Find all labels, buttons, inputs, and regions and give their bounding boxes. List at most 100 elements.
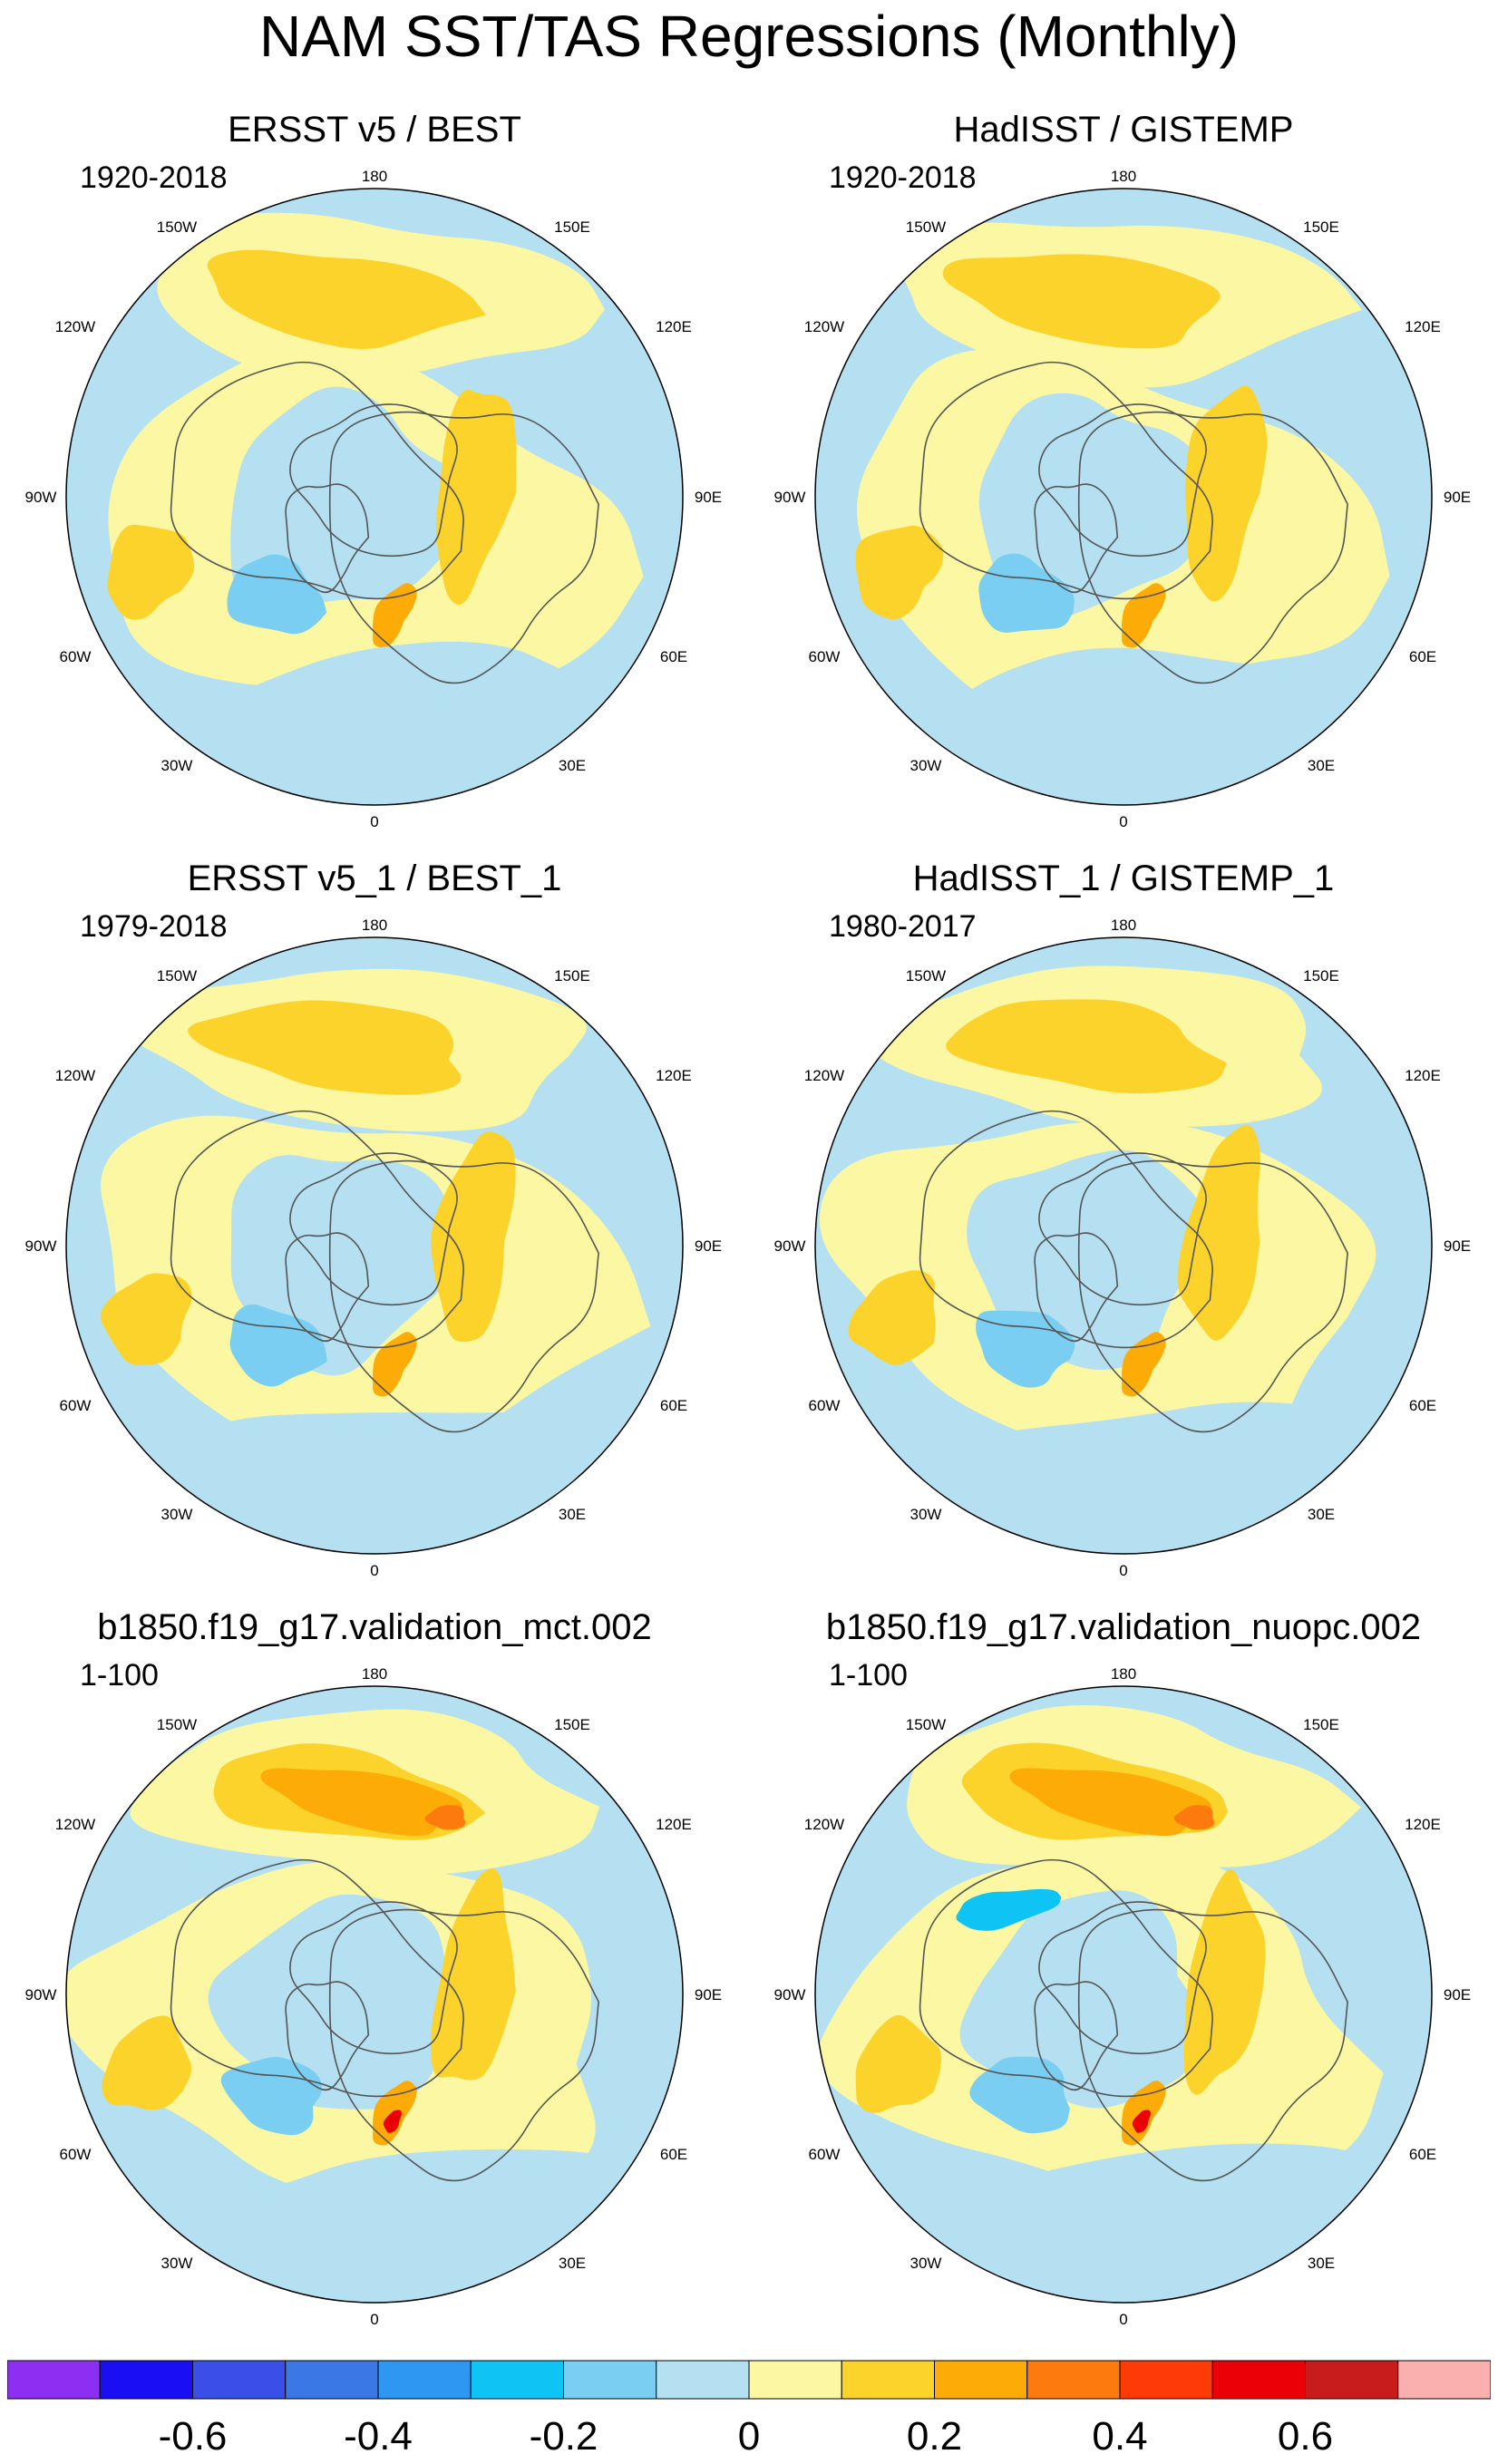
map-panel-2: 180 150W 150E 120W 120E 90W 90E 60W 60E 30W 30E 0 H… [749, 107, 1498, 856]
field-labrador-anomaly [220, 2057, 322, 2136]
lon-label-e60: 60E [660, 1397, 687, 1414]
colorbar-swatch-1 [99, 2360, 193, 2400]
polar-map: 180 150W 150E 120W 120E 90W 90E 60W 60E 30W 30E 0 [774, 917, 1472, 1579]
field-labrador-anomaly [978, 553, 1075, 633]
lon-label-zero: 0 [1119, 2311, 1127, 2328]
coast-north-america [170, 1110, 464, 1349]
map-field [815, 189, 1432, 805]
coast-eurasia [328, 411, 599, 684]
lon-label-e30: 30E [559, 2255, 586, 2272]
coast-greenland [1034, 483, 1119, 594]
coastlines [170, 1858, 599, 2182]
panel-period: 1979-2018 [80, 909, 228, 944]
map-border [65, 1685, 684, 2304]
field-scandinavia-core [383, 2110, 402, 2133]
coast-eurasia [1077, 1159, 1348, 1433]
lon-label-zero: 0 [1119, 813, 1127, 830]
map-panel-5: 180 150W 150E 120W 120E 90W 90E 60W 60E 30W 30E 0 b… [0, 1605, 749, 2353]
map-field [66, 189, 683, 805]
coast-north-america [919, 1110, 1213, 1349]
panel-period: 1980-2017 [829, 909, 977, 944]
panel-period: 1-100 [829, 1658, 908, 1693]
lon-label-e120: 120E [656, 1067, 692, 1084]
field-scandinavia [373, 1332, 417, 1397]
lon-label-e90: 90E [1444, 1237, 1471, 1255]
lon-label-zero: 0 [370, 2311, 378, 2328]
panel-title: b1850.f19_g17.validation_nuopc.002 [825, 1607, 1422, 1647]
field-pacific-anomaly [207, 249, 486, 350]
lon-label-w30: 30W [910, 2255, 942, 2272]
coast-greenland [1034, 1981, 1119, 2091]
lon-label-w90: 90W [25, 489, 57, 506]
lon-label-e60: 60E [660, 648, 687, 665]
lon-label-e150: 150E [554, 967, 590, 985]
lon-label-e150: 150E [554, 1716, 590, 1733]
map-border [814, 1685, 1433, 2304]
map-field [66, 1686, 683, 2303]
colorbar-swatch-8 [748, 2360, 842, 2400]
panel-title: HadISST / GISTEMP [953, 110, 1294, 150]
field-subtropical [909, 647, 1432, 805]
coast-north-america [919, 361, 1213, 600]
lon-label-w90: 90W [774, 1986, 806, 2003]
lon-label-zero: 0 [1119, 1562, 1127, 1579]
lon-label-e90: 90E [1444, 1986, 1471, 2003]
colorbar-tick-label-0: -0.6 [159, 2414, 228, 2459]
coast-north-america [170, 361, 464, 600]
coast-eurasia [328, 1908, 599, 2182]
lon-label-zero: 0 [370, 813, 378, 830]
field-canada-anomaly [956, 1888, 1062, 1931]
lon-label-e60: 60E [1409, 2146, 1436, 2163]
map-panel-6: 180 150W 150E 120W 120E 90W 90E 60W 60E 30W 30E 0 b… [749, 1605, 1498, 2353]
panel-title: HadISST_1 / GISTEMP_1 [912, 859, 1335, 898]
field-pacific-anomaly [946, 999, 1227, 1094]
coast-eurasia [1077, 1908, 1348, 2182]
field-arctic [978, 393, 1211, 622]
lon-label-e120: 120E [1405, 318, 1441, 335]
coast-north-america [170, 1858, 464, 2098]
lon-label-e120: 120E [1405, 1816, 1441, 1833]
lon-label-e60: 60E [1409, 1397, 1436, 1414]
field-atlantic-anomaly [102, 2015, 192, 2110]
field-eurasia-anomaly [1177, 1124, 1260, 1341]
lon-label-w120: 120W [55, 318, 95, 335]
lon-label-n180: 180 [362, 1665, 387, 1683]
field-atlantic-anomaly [855, 525, 944, 620]
field-pacific-anomaly [942, 254, 1221, 349]
coast-arctic [289, 403, 458, 558]
lon-label-w150: 150W [157, 1716, 197, 1733]
colorbar-swatch-7 [656, 2360, 750, 2400]
colorbar-swatch-0 [7, 2360, 101, 2400]
coast-greenland [285, 1232, 370, 1343]
colorbar-tick-label-2: -0.2 [530, 2414, 598, 2459]
field-pacific-anomaly [188, 1000, 462, 1095]
field-labrador-anomaly [969, 2056, 1070, 2134]
map-border [814, 188, 1433, 806]
colorbar-swatch-2 [192, 2360, 287, 2400]
panel-period: 1920-2018 [80, 160, 228, 195]
colorbar-tick-label-1: -0.4 [344, 2414, 413, 2459]
lon-label-w30: 30W [910, 1506, 942, 1523]
lon-label-w150: 150W [906, 1716, 946, 1733]
map-border [65, 188, 684, 806]
field-scandinavia [1122, 583, 1166, 648]
coast-greenland [285, 1981, 370, 2091]
lon-label-e90: 90E [695, 489, 722, 506]
colorbar-tick-label-4: 0.2 [907, 2414, 962, 2459]
colorbar-swatch-13 [1211, 2360, 1306, 2400]
colorbar-swatch-11 [1026, 2360, 1121, 2400]
map-border [65, 936, 684, 1555]
field-arctic [230, 386, 462, 606]
lon-label-n180: 180 [1111, 917, 1136, 934]
coastlines [919, 361, 1348, 684]
field-eurasia-anomaly [431, 1868, 516, 2081]
lon-label-e120: 120E [1405, 1067, 1441, 1084]
coastlines [170, 361, 599, 684]
lon-label-e150: 150E [1303, 218, 1339, 236]
panel-period: 1-100 [80, 1658, 159, 1693]
field-atlantic-anomaly [855, 2014, 942, 2113]
lon-label-e90: 90E [695, 1237, 722, 1255]
lon-label-e120: 120E [656, 1816, 692, 1833]
coast-arctic [1038, 1901, 1207, 2055]
field-subtropical [162, 1411, 683, 1554]
